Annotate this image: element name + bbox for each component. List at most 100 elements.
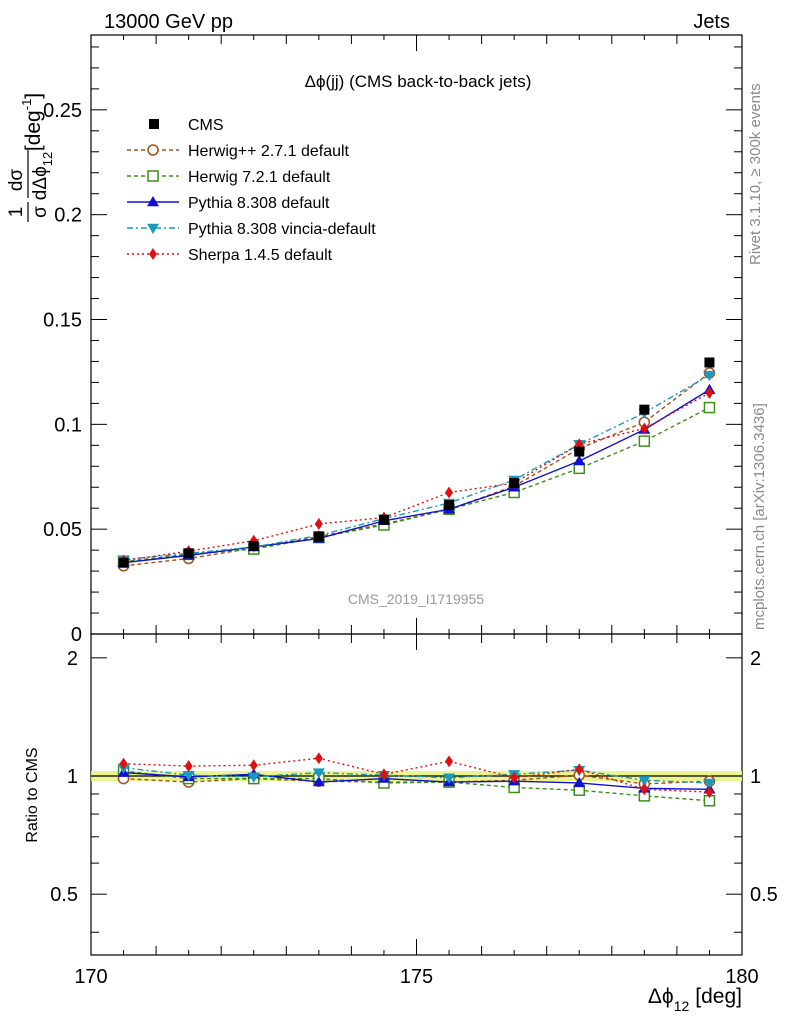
rivet-label: Rivet 3.1.10, ≥ 300k events	[747, 83, 764, 265]
series-point-ratio	[184, 760, 193, 773]
series-point-main	[314, 517, 323, 530]
series-point-main	[703, 401, 716, 414]
series-point-ratio	[379, 768, 388, 781]
ylabel-dsigma: dσ	[6, 169, 27, 192]
series-point-main	[573, 455, 586, 466]
cms-data-point	[118, 557, 129, 568]
legend-label: Sherpa 1.4.5 default	[188, 247, 333, 264]
legend-marker-cms	[149, 119, 159, 129]
series-line-main	[123, 372, 710, 567]
series-point-ratio	[312, 776, 325, 787]
ratio-series	[117, 752, 716, 807]
series-point-ratio	[638, 776, 651, 787]
cms-data-point	[378, 514, 389, 525]
legend-label: Herwig 7.2.1 default	[188, 169, 331, 186]
cms-data-point	[313, 531, 324, 542]
series-point-ratio	[575, 763, 584, 776]
y-axis-label-main: [deg-1] 1 σ dσ dΔϕ12	[6, 93, 55, 222]
svg-text:[deg-1]: [deg-1]	[19, 93, 45, 151]
series-point-main	[640, 422, 649, 435]
ylabel-one: 1	[6, 207, 27, 218]
series-point-ratio	[705, 786, 714, 799]
x-tick-label: 175	[400, 966, 433, 988]
series-line-main	[123, 392, 710, 562]
legend-marker	[147, 196, 159, 207]
series-point-ratio	[445, 755, 454, 768]
ylabel-sigma: σ	[30, 206, 51, 218]
series-point-ratio	[119, 757, 128, 770]
xlabel-sub: 12	[674, 998, 690, 1014]
svg-text:dΔϕ12: dΔϕ12	[30, 152, 55, 200]
y-tick-label-main: 0.2	[54, 205, 82, 227]
series-point-ratio	[182, 770, 195, 782]
legend-marker	[147, 170, 159, 182]
series-point-ratio	[703, 778, 716, 789]
main-series	[117, 367, 716, 572]
ylabel-unit-close: ]	[22, 93, 45, 99]
legend-label: Pythia 8.308 default	[188, 195, 330, 212]
cms-data-point	[183, 548, 194, 559]
y-tick-label-main: 0.05	[43, 519, 82, 541]
xlabel-base: Δϕ	[648, 985, 674, 1008]
series-line-ratio	[123, 770, 710, 802]
y-axis-label-ratio: Ratio to CMS	[24, 747, 41, 842]
energy-label: 13000 GeV pp	[104, 11, 233, 33]
series-point-ratio	[443, 773, 456, 784]
process-label: Jets	[693, 11, 730, 33]
series-point-main	[705, 386, 714, 399]
mcplots-label: mcplots.cern.ch [arXiv:1306.3436]	[751, 403, 768, 630]
series-point-ratio	[640, 783, 649, 796]
y-tick-label-ratio: 2	[67, 648, 78, 670]
series-point-ratio	[247, 772, 260, 783]
y-tick-label-main: 0.15	[43, 310, 82, 332]
legend-marker	[149, 248, 157, 260]
legend-marker	[147, 144, 159, 156]
ylabel-ddphi-sub: 12	[40, 152, 55, 166]
y-tick-label-ratio-right: 1	[750, 766, 761, 788]
chart-title: Δϕ(jj) (CMS back-to-back jets)	[305, 72, 532, 91]
cms-data-point	[704, 357, 715, 368]
y-tick-label-ratio-right: 0.5	[750, 884, 778, 906]
y-tick-label-ratio: 0.5	[50, 884, 78, 906]
x-axis-label: Δϕ12 [deg]	[648, 985, 742, 1014]
y-tick-label-main: 0.25	[43, 100, 82, 122]
x-tick-label: 180	[725, 966, 758, 988]
axis-ticks	[90, 35, 743, 955]
cms-points	[118, 357, 715, 568]
y-tick-label-ratio: 1	[67, 766, 78, 788]
x-tick-label: 170	[74, 966, 107, 988]
series-point-ratio	[249, 759, 258, 772]
cms-data-point	[639, 404, 650, 415]
series-point-ratio	[312, 768, 325, 779]
series-line-main	[123, 389, 710, 564]
legend-label: Herwig++ 2.7.1 default	[188, 143, 350, 160]
ylabel-ddphi: dΔϕ	[30, 166, 51, 200]
series-line-main	[123, 374, 710, 561]
cms-data-point	[574, 446, 585, 457]
legend-label-cms: CMS	[188, 117, 224, 134]
series-point-main	[445, 486, 454, 499]
cms-data-point	[509, 478, 520, 489]
ylabel-unit-sup: -1	[19, 99, 34, 111]
legend-label: Pythia 8.308 vincia-default	[188, 221, 376, 238]
series-point-ratio	[510, 771, 519, 784]
analysis-watermark: CMS_2019_I1719955	[348, 591, 484, 607]
cms-data-point	[444, 500, 455, 511]
series-point-main	[638, 435, 651, 447]
legend-marker	[147, 223, 159, 234]
cms-data-point	[248, 540, 259, 551]
series-point-ratio	[573, 776, 586, 788]
y-tick-label-main: 0.1	[54, 414, 82, 436]
y-tick-label-main: 0	[71, 624, 82, 646]
legend: CMS Herwig++ 2.7.1 default Herwig 7.2.1 de…	[127, 117, 376, 264]
series-point-ratio	[314, 752, 323, 765]
y-tick-label-ratio-right: 2	[750, 648, 761, 670]
ylabel-unit: [deg	[22, 110, 45, 151]
series-line-ratio	[123, 766, 710, 784]
series-line-ratio	[123, 757, 710, 793]
xlabel-unit: [deg]	[695, 985, 742, 1008]
series-point-main	[703, 370, 716, 382]
